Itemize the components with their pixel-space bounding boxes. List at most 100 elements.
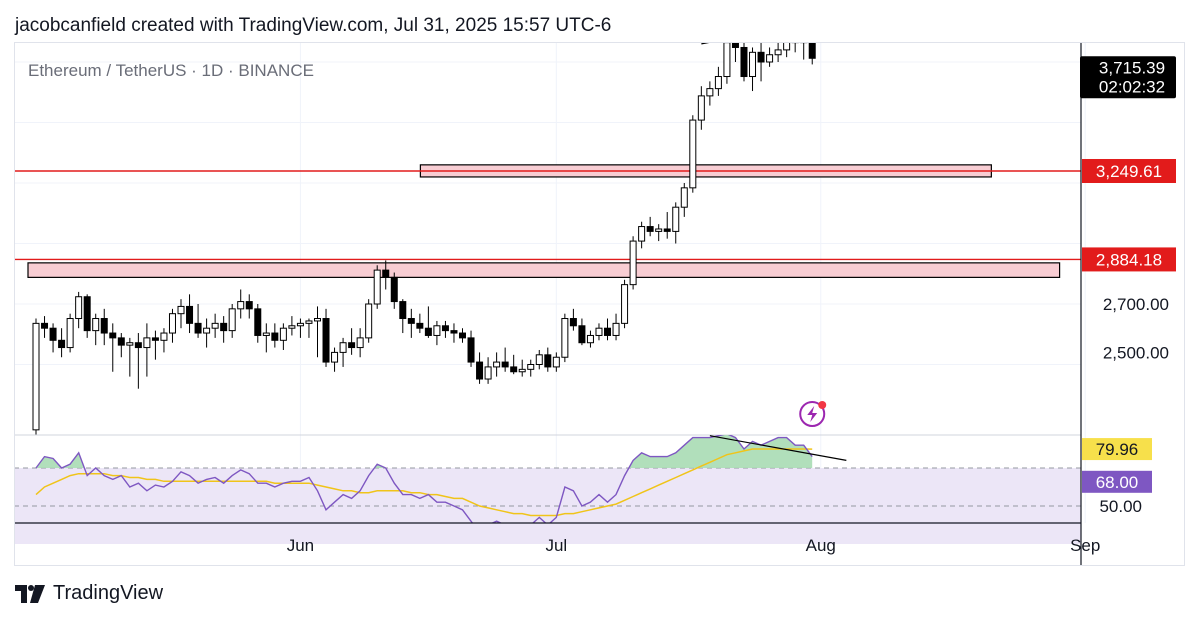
candle[interactable] bbox=[322, 318, 330, 363]
candle[interactable] bbox=[32, 322, 40, 431]
candle[interactable] bbox=[416, 322, 424, 329]
candle[interactable] bbox=[177, 305, 185, 315]
candle[interactable] bbox=[510, 366, 518, 373]
candle[interactable] bbox=[186, 305, 194, 324]
candle[interactable] bbox=[655, 228, 663, 232]
candle[interactable] bbox=[237, 301, 245, 310]
candle[interactable] bbox=[612, 322, 620, 336]
candle[interactable] bbox=[228, 308, 236, 332]
candle[interactable] bbox=[527, 364, 535, 370]
candle[interactable] bbox=[331, 351, 339, 363]
candle[interactable] bbox=[151, 337, 159, 341]
candle[interactable] bbox=[561, 318, 569, 358]
chart-canvas[interactable]: Ethereum / TetherUS · 1D · BINANCEUSDT2,… bbox=[14, 17, 1185, 566]
candle[interactable] bbox=[433, 325, 441, 336]
candle[interactable] bbox=[92, 318, 100, 332]
candle[interactable] bbox=[783, 27, 791, 51]
brand-name: TradingView bbox=[53, 582, 164, 604]
candle[interactable] bbox=[49, 327, 57, 341]
candle[interactable] bbox=[220, 322, 228, 332]
candle[interactable] bbox=[638, 226, 646, 242]
candle[interactable] bbox=[75, 296, 83, 320]
candle[interactable] bbox=[467, 337, 475, 363]
candle[interactable] bbox=[586, 334, 594, 344]
candle[interactable] bbox=[544, 354, 552, 368]
candle[interactable] bbox=[740, 46, 748, 78]
candle[interactable] bbox=[774, 49, 782, 56]
candle[interactable] bbox=[279, 327, 287, 341]
rsi-tick-label: 50.00 bbox=[1099, 497, 1142, 516]
chart-attribution: jacobcanfield created with TradingView.c… bbox=[15, 15, 612, 36]
candle[interactable] bbox=[604, 327, 612, 336]
candle[interactable] bbox=[109, 332, 117, 339]
lightning-icon[interactable] bbox=[799, 401, 827, 427]
candle[interactable] bbox=[100, 318, 108, 334]
candle[interactable] bbox=[399, 301, 407, 320]
candle[interactable] bbox=[203, 327, 211, 334]
candle[interactable] bbox=[595, 327, 603, 336]
candle[interactable] bbox=[569, 318, 577, 327]
candle[interactable] bbox=[160, 332, 168, 341]
candle[interactable] bbox=[723, 42, 731, 78]
candle[interactable] bbox=[459, 332, 466, 339]
candle[interactable] bbox=[441, 325, 449, 332]
candle[interactable] bbox=[348, 342, 356, 349]
candle[interactable] bbox=[117, 337, 125, 346]
candle[interactable] bbox=[313, 318, 321, 322]
candle[interactable] bbox=[646, 226, 654, 232]
candle[interactable] bbox=[134, 342, 142, 349]
candle[interactable] bbox=[484, 366, 492, 380]
rsi-ma-line[interactable] bbox=[35, 448, 813, 517]
candle[interactable] bbox=[143, 337, 151, 349]
candle[interactable] bbox=[731, 42, 739, 48]
candle[interactable] bbox=[66, 318, 74, 349]
candle[interactable] bbox=[305, 320, 313, 324]
candle[interactable] bbox=[390, 276, 398, 303]
candle[interactable] bbox=[663, 228, 671, 232]
candle[interactable] bbox=[339, 342, 347, 353]
candle[interactable] bbox=[808, 39, 816, 59]
candle[interactable] bbox=[493, 361, 501, 368]
candle[interactable] bbox=[262, 332, 270, 336]
candle[interactable] bbox=[407, 318, 415, 324]
candle[interactable] bbox=[41, 322, 49, 329]
candle[interactable] bbox=[501, 361, 509, 368]
candle[interactable] bbox=[382, 269, 390, 278]
candle[interactable] bbox=[714, 76, 722, 90]
rsi-line[interactable] bbox=[35, 434, 813, 533]
candle[interactable] bbox=[578, 325, 586, 344]
candle[interactable] bbox=[126, 342, 134, 346]
candle[interactable] bbox=[621, 284, 629, 324]
candle[interactable] bbox=[629, 240, 637, 286]
candle[interactable] bbox=[245, 301, 253, 310]
candle[interactable] bbox=[296, 322, 304, 327]
support-resistance-zone[interactable] bbox=[27, 262, 1061, 278]
candle[interactable] bbox=[450, 330, 458, 334]
candle[interactable] bbox=[680, 187, 688, 208]
candle[interactable] bbox=[254, 308, 262, 336]
candle[interactable] bbox=[288, 325, 296, 329]
candle[interactable] bbox=[356, 337, 364, 349]
chart-frame[interactable]: Ethereum / TetherUS · 1D · BINANCEUSDT2,… bbox=[14, 17, 1185, 566]
candle[interactable] bbox=[271, 332, 279, 341]
candle[interactable] bbox=[194, 322, 202, 334]
candle[interactable] bbox=[365, 303, 373, 339]
candle[interactable] bbox=[689, 119, 697, 189]
candle[interactable] bbox=[211, 322, 219, 329]
candle[interactable] bbox=[749, 51, 757, 78]
candle[interactable] bbox=[518, 368, 526, 373]
candle[interactable] bbox=[552, 356, 560, 368]
candle[interactable] bbox=[706, 88, 714, 97]
candle[interactable] bbox=[476, 361, 484, 380]
candle[interactable] bbox=[58, 339, 66, 349]
candle[interactable] bbox=[373, 269, 381, 305]
candle[interactable] bbox=[766, 54, 774, 63]
rsi-trendline[interactable] bbox=[709, 435, 847, 461]
candle[interactable] bbox=[672, 206, 680, 232]
candle[interactable] bbox=[757, 51, 765, 63]
candle[interactable] bbox=[535, 354, 543, 366]
candle[interactable] bbox=[168, 313, 176, 334]
candle[interactable] bbox=[697, 95, 705, 121]
candle[interactable] bbox=[83, 296, 91, 332]
candle[interactable] bbox=[424, 327, 432, 336]
